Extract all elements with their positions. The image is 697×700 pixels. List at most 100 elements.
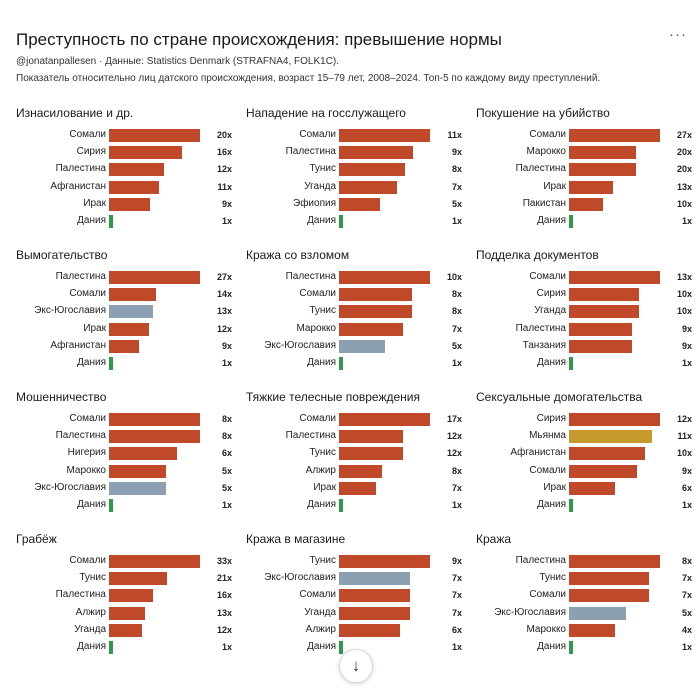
bar xyxy=(569,606,626,620)
bar-row: Пакистан 10x xyxy=(476,197,696,214)
value-label: 16x xyxy=(216,590,232,601)
bar-row: Марокко 7x xyxy=(246,322,466,339)
bar-row: Тунис 9x xyxy=(246,554,466,571)
bar xyxy=(109,413,200,426)
bar xyxy=(339,305,412,319)
value-label: 1x xyxy=(451,642,462,652)
category-label: Сомали xyxy=(529,271,566,282)
category-label: Дания xyxy=(537,499,566,510)
value-label: 1x xyxy=(681,216,692,226)
value-label: 8x xyxy=(451,289,462,300)
bar xyxy=(339,357,343,370)
category-label: Экс-Югославия xyxy=(264,572,336,584)
bar-row: Уганда 7x xyxy=(246,180,466,197)
value-label: 8x xyxy=(221,414,232,424)
category-label: Дания xyxy=(77,215,106,226)
bar-row: Тунис 8x xyxy=(246,304,466,321)
bar-row: Афганистан 11x xyxy=(16,180,236,197)
bar xyxy=(339,499,343,512)
bar xyxy=(339,481,376,495)
bar xyxy=(109,322,149,336)
bar xyxy=(339,447,403,461)
category-label: Ирак xyxy=(543,180,566,192)
category-label: Дания xyxy=(77,357,106,368)
category-label: Экс-Югославия xyxy=(34,305,106,317)
value-label: 10x xyxy=(676,289,692,300)
chart-panel: Мошенничество Сомали 8x Палестина 8x Нигерия 6… xyxy=(16,390,236,540)
value-label: 10x xyxy=(676,198,692,209)
bar-row: Дания 1x xyxy=(246,214,466,231)
chart-panel: Сексуальные домогательства Сирия 12x Мьянма… xyxy=(476,390,696,540)
category-label: Палестина xyxy=(515,555,566,566)
value-label: 1x xyxy=(681,500,692,510)
bar xyxy=(569,305,639,319)
bar-row: Сомали 7x xyxy=(476,588,696,605)
bar-row: Марокко 4x xyxy=(476,623,696,640)
bar-row: Сомали 7x xyxy=(246,588,466,605)
bar-row: Ирак 12x xyxy=(16,322,236,339)
bar-row: Ирак 6x xyxy=(476,481,696,498)
bar-row: Палестина 27x xyxy=(16,270,236,287)
category-label: Сомали xyxy=(529,589,566,601)
category-label: Дания xyxy=(537,641,566,652)
category-label: Сомали xyxy=(299,589,336,601)
bar xyxy=(569,572,649,586)
bar-row: Экс-Югославия 5x xyxy=(476,606,696,623)
value-label: 20x xyxy=(216,130,232,140)
category-label: Уганда xyxy=(304,606,336,618)
category-label: Нигерия xyxy=(67,447,106,459)
bar xyxy=(109,129,200,142)
bar xyxy=(339,641,343,654)
category-label: Пакистан xyxy=(522,197,566,209)
category-label: Сирия xyxy=(76,146,106,158)
bar-row: Палестина 9x xyxy=(476,322,696,339)
category-label: Алжир xyxy=(305,464,336,476)
bar xyxy=(339,606,410,620)
category-label: Уганда xyxy=(304,180,336,192)
bar xyxy=(109,464,166,478)
value-label: 27x xyxy=(676,130,692,140)
bar xyxy=(339,623,400,637)
category-label: Афганистан xyxy=(50,180,106,192)
bar-row: Сомали 14x xyxy=(16,287,236,304)
bar xyxy=(569,481,615,495)
value-label: 10x xyxy=(676,306,692,317)
bar xyxy=(569,357,573,370)
value-label: 12x xyxy=(676,414,692,424)
bar xyxy=(109,288,156,302)
category-label: Сомали xyxy=(529,129,566,140)
bar-row: Экс-Югославия 5x xyxy=(16,481,236,498)
bar xyxy=(109,430,200,444)
bar-row: Марокко 20x xyxy=(476,145,696,162)
category-label: Сомали xyxy=(529,464,566,476)
bar xyxy=(569,430,652,444)
category-label: Тунис xyxy=(309,447,336,459)
category-label: Палестина xyxy=(55,589,106,601)
bar xyxy=(109,447,177,461)
bar-row: Сомали 11x xyxy=(246,128,466,145)
bar-row: Афганистан 9x xyxy=(16,339,236,356)
bar xyxy=(569,322,632,336)
panel-title: Тяжкие телесные повреждения xyxy=(246,390,421,404)
category-label: Дания xyxy=(307,499,336,510)
scroll-down-button[interactable]: ↓ xyxy=(339,649,373,683)
bar-row: Тунис 7x xyxy=(476,571,696,588)
category-label: Сирия xyxy=(536,413,566,424)
panel-title: Нападение на госслужащего xyxy=(246,106,406,120)
panel-title: Подделка документов xyxy=(476,248,599,262)
category-label: Палестина xyxy=(285,146,336,158)
bar-row: Экс-Югославия 13x xyxy=(16,304,236,321)
category-label: Ирак xyxy=(313,481,336,493)
bar xyxy=(569,464,637,478)
bar-row: Уганда 10x xyxy=(476,304,696,321)
more-options-icon[interactable]: ··· xyxy=(669,26,687,43)
bar-row: Тунис 12x xyxy=(246,446,466,463)
panel-title: Мошенничество xyxy=(16,390,107,404)
bar-row: Эфиопия 5x xyxy=(246,197,466,214)
value-label: 7x xyxy=(681,590,692,601)
category-label: Марокко xyxy=(526,623,566,635)
category-label: Палестина xyxy=(515,163,566,175)
chart-panel: Подделка документов Сомали 13x Сирия 10x Уган… xyxy=(476,248,696,398)
category-label: Танзания xyxy=(522,339,566,351)
category-label: Уганда xyxy=(534,305,566,317)
